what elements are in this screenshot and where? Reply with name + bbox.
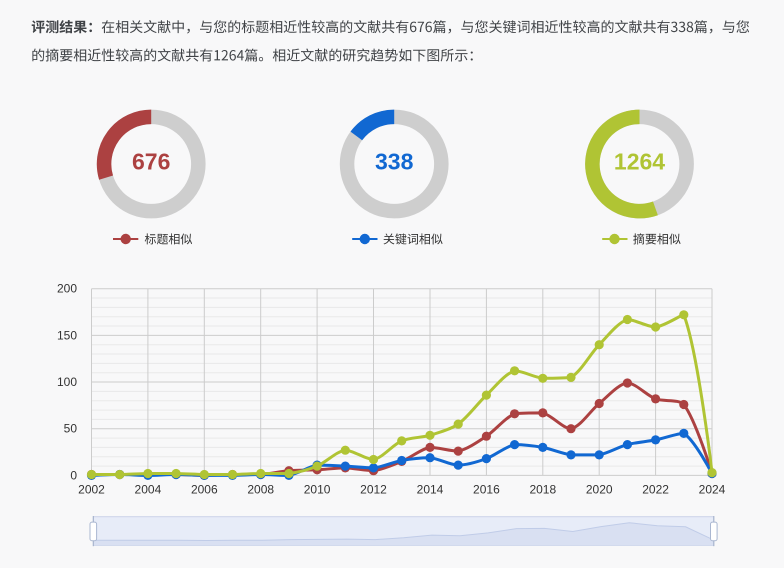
svg-text:2016: 2016: [473, 483, 500, 497]
svg-text:1264: 1264: [614, 148, 665, 174]
svg-text:100: 100: [57, 375, 77, 389]
svg-text:0: 0: [70, 468, 77, 482]
svg-text:2002: 2002: [78, 483, 105, 497]
svg-text:150: 150: [57, 328, 77, 342]
svg-text:2020: 2020: [586, 483, 613, 497]
svg-text:2018: 2018: [529, 483, 556, 497]
svg-text:2014: 2014: [417, 483, 444, 497]
svg-text:676: 676: [132, 148, 170, 174]
svg-text:2008: 2008: [247, 483, 274, 497]
svg-text:2010: 2010: [304, 483, 331, 497]
svg-text:338: 338: [375, 148, 414, 174]
svg-text:2006: 2006: [191, 483, 218, 497]
svg-text:200: 200: [57, 282, 77, 296]
svg-text:50: 50: [64, 422, 78, 436]
svg-text:2004: 2004: [135, 483, 162, 497]
svg-text:2024: 2024: [699, 483, 726, 497]
svg-text:2012: 2012: [360, 483, 387, 497]
svg-text:2022: 2022: [642, 483, 669, 497]
